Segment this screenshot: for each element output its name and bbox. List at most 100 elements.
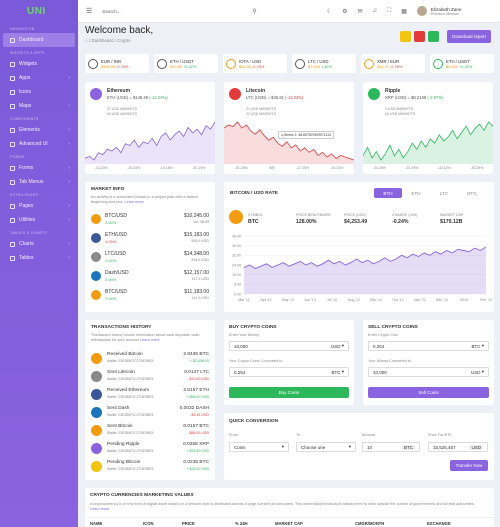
ticker-card[interactable]: ETH / USDT $49.85 +0.32% — [154, 54, 218, 73]
mail-icon[interactable]: ✉ — [357, 8, 363, 15]
breadcrumb: ⌂ / Dashboard / Crypto — [85, 38, 495, 43]
learn-more-link[interactable]: Learn more — [140, 338, 160, 342]
menu-toggle-icon[interactable]: ☰ — [86, 8, 93, 15]
transaction-row[interactable]: Sent Dash Wallet: 23E2B5F2C27NE3BE5 0.0032… — [91, 405, 209, 421]
ticker-card[interactable]: IOTA / USD $12.38 -0.25% — [223, 54, 287, 73]
column-header[interactable]: NAME — [90, 521, 103, 526]
ticker-card[interactable]: LTC / USD $7.528 1.45% — [292, 54, 356, 73]
market-row[interactable]: Dash/USD 2.94% $12,157.00 117.5 USD — [91, 269, 209, 285]
buy-conv-unit-select[interactable]: BTC — [331, 369, 341, 375]
column-header[interactable]: ICON — [143, 521, 154, 526]
column-header[interactable]: MARKET CAP — [275, 521, 303, 526]
sidebar-item-icon — [10, 141, 15, 147]
series-line — [85, 121, 215, 161]
market-volume: Vol: 38.99 — [193, 220, 209, 224]
sidebar-item-icon — [10, 61, 15, 67]
sidebar-item-advanced-ui[interactable]: Advanced UI › — [0, 137, 78, 151]
transaction-row[interactable]: Received Ethereum Wallet: 23E2B5F2C27NE3B… — [91, 387, 209, 403]
ticker-card[interactable]: ETH / USDT $0.850 +0.25% — [430, 54, 494, 73]
star-button[interactable] — [400, 31, 411, 42]
price-input[interactable]: 15,525,457 USD — [428, 442, 488, 452]
market-row[interactable]: BTC/USD 2.54% $10,245.00 Vol: 38.99 — [91, 212, 209, 228]
buy-unit-select[interactable]: USD — [330, 343, 341, 349]
chevron-right-icon: › — [68, 179, 70, 185]
refresh-button[interactable] — [414, 31, 425, 42]
sell-money-input[interactable]: 0.254 BTC ▾ — [368, 341, 489, 351]
grid-apps-icon[interactable]: ▦ — [401, 8, 407, 15]
sidebar-item-charts[interactable]: Charts › — [0, 237, 78, 251]
settings-gear-icon[interactable]: ⚙ — [342, 8, 348, 15]
tab-eth[interactable]: ETH — [411, 190, 421, 196]
sidebar-item-forms[interactable]: Forms › — [0, 161, 78, 175]
transaction-name: Pending Ripple — [107, 442, 140, 447]
sidebar-item-maps[interactable]: Maps › — [0, 99, 78, 113]
sell-conv-unit-select[interactable]: USD — [470, 369, 481, 375]
learn-more-link[interactable]: Learn more — [124, 200, 144, 204]
sell-unit-select[interactable]: BTC — [471, 343, 481, 349]
ticker-price: $12.38 — [239, 63, 251, 69]
transaction-row[interactable]: Pending Bitcoin Wallet: 23E2B5F2C27NE3BE5… — [91, 459, 209, 475]
x-tick-label: -30.19% — [192, 166, 206, 170]
share-button[interactable] — [428, 31, 439, 42]
sidebar-item-utilities[interactable]: Utilities › — [0, 213, 78, 227]
sidebar-item-tab-menus[interactable]: Tab Menus › — [0, 175, 78, 189]
tab-ltc[interactable]: LTC — [439, 190, 449, 196]
stat-label: PRICE BENCHMARK — [296, 213, 331, 217]
ticker-card[interactable]: EUR / INR $158.85 -0.78% — [85, 54, 149, 73]
mini-chart-card: Litecoin LTC (USD) = $45.81 (-12.24%) 21 U… — [224, 82, 354, 174]
column-header[interactable]: CMGR/MONTH — [355, 521, 385, 526]
fullscreen-icon[interactable]: ⛶ — [387, 7, 392, 14]
sidebar-item-label: Widgets — [19, 61, 38, 67]
sidebar-item-pages[interactable]: Pages › — [0, 199, 78, 213]
theme-moon-icon[interactable]: ☾ — [326, 8, 333, 15]
notification-bell-icon[interactable]: ♫ — [372, 8, 378, 14]
sell-conv-input[interactable]: 10,000 USD ▾ — [368, 367, 489, 377]
from-label: From — [229, 433, 238, 437]
tab-bth[interactable]: BTH — [374, 188, 402, 198]
sidebar-item-elements[interactable]: Elements › — [0, 123, 78, 137]
amount-input[interactable]: 10 BTC — [362, 442, 420, 452]
buy-coins-button[interactable]: Buy Coins — [229, 387, 349, 398]
breadcrumb-path[interactable]: / Dashboard / Crypto — [88, 38, 131, 43]
column-header[interactable]: PRICE — [182, 521, 195, 526]
coin-icon — [91, 271, 101, 281]
column-header[interactable]: % 24H — [235, 521, 248, 526]
learn-more-link[interactable]: Learn more — [90, 507, 110, 511]
stat-label: CHANGE (24H) — [392, 213, 418, 217]
sidebar-item-widgets[interactable]: Widgets — [0, 57, 78, 71]
transaction-row[interactable]: Sent Litecoin Wallet: 23E2B5F2C27NE3BE5 0.… — [91, 369, 209, 385]
search-input[interactable]: Search... — [102, 8, 121, 14]
ticker-pair: XMR / EUR — [377, 58, 400, 64]
price-unit: USD — [469, 444, 483, 450]
market-row[interactable]: LTC/USD 1.94% $14,348.00 594.6 USD — [91, 250, 209, 266]
to-select[interactable]: Choose one ▾ — [296, 442, 356, 452]
market-row[interactable]: BTC/USD 7.94% $11,183.00 141.9 USD — [91, 288, 209, 304]
user-menu[interactable]: Elizabeth Zane Premium Member — [416, 6, 462, 16]
sidebar-item-tables[interactable]: Tables › — [0, 251, 78, 265]
tab-btg[interactable]: BTG — [467, 190, 477, 196]
transaction-wallet: Wallet: 23E2B5F2C27NE3BE5 — [107, 467, 154, 471]
coin-icon — [91, 371, 102, 382]
ticker-card[interactable]: XMR / EUR $12.70 -0.76% — [361, 54, 425, 73]
transaction-row[interactable]: Received Bitcoin Wallet: 23E2B5F2C27NE3BE… — [91, 351, 209, 367]
sidebar-item-dashboard[interactable]: Dashboard — [3, 33, 75, 47]
sidebar-item-apps[interactable]: Apps › — [0, 71, 78, 85]
from-select[interactable]: Coins ▾ — [229, 442, 289, 452]
sidebar-item-icons[interactable]: Icons — [0, 85, 78, 99]
transaction-name: Received Bitcoin — [107, 352, 143, 357]
market-info-title: Market Info — [91, 187, 125, 192]
column-header[interactable]: EXCHANGE — [427, 521, 451, 526]
transaction-row[interactable]: Sent Bitcoin Wallet: 23E2B5F2C27NE3BE5 0.0… — [91, 423, 209, 439]
home-icon[interactable]: ⌂ — [85, 38, 88, 43]
sell-coins-button[interactable]: Sell Coins — [368, 387, 489, 398]
buy-conv-input[interactable]: 0.254 BTC ▾ — [229, 367, 349, 377]
transaction-row[interactable]: Pending Ripple Wallet: 23E2B5F2C27NE3BE5 0… — [91, 441, 209, 457]
market-price: $11,183.00 — [184, 289, 209, 295]
market-row[interactable]: ETH/USD 1.25% $15,183.00 593.9 USD — [91, 231, 209, 247]
buy-money-input[interactable]: 10,000 USD ▾ — [229, 341, 349, 351]
search-icon[interactable]: ⚲ — [252, 8, 257, 15]
ticker-change: -0.76% — [390, 63, 403, 69]
logo[interactable]: UNI — [27, 6, 46, 17]
transfer-now-button[interactable]: Transfer Now — [450, 460, 488, 471]
download-report-button[interactable]: Download report — [447, 30, 491, 43]
